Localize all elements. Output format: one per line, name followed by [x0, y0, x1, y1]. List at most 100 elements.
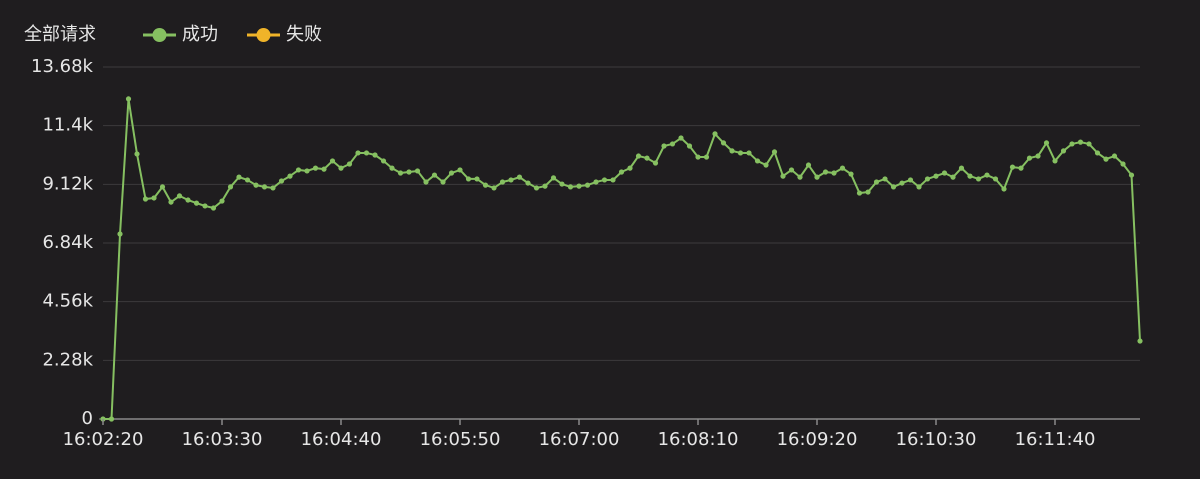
data-point — [321, 166, 327, 172]
data-point — [159, 184, 166, 190]
plot — [100, 96, 1143, 422]
data-point — [125, 96, 132, 102]
data-point — [593, 179, 599, 185]
data-point — [380, 158, 387, 164]
data-point — [797, 174, 803, 180]
data-point — [1128, 172, 1135, 178]
data-point — [967, 173, 973, 179]
data-point — [720, 140, 727, 146]
data-point — [882, 176, 888, 182]
legend-label: 失败 — [286, 24, 322, 45]
data-point — [848, 171, 854, 177]
data-point — [695, 154, 701, 160]
data-point — [440, 179, 446, 185]
data-point — [941, 170, 948, 176]
data-point — [601, 177, 608, 183]
data-point — [984, 172, 990, 178]
data-point — [1069, 141, 1075, 147]
data-point — [414, 168, 421, 174]
data-point — [1035, 153, 1041, 159]
data-point — [253, 182, 259, 188]
data-point — [831, 170, 837, 176]
data-point — [1018, 165, 1024, 171]
data-point — [822, 169, 829, 175]
data-point — [202, 203, 208, 209]
data-point — [397, 170, 404, 176]
data-point — [1026, 155, 1033, 161]
data-point — [108, 416, 115, 422]
data-point — [176, 193, 183, 199]
data-point — [559, 181, 565, 187]
x-tick-label: 16:08:10 — [658, 429, 739, 450]
data-point — [244, 177, 251, 183]
data-point — [278, 178, 285, 184]
data-point — [703, 154, 710, 160]
data-point — [372, 152, 378, 158]
legend-swatch-marker — [152, 28, 167, 42]
data-point — [924, 176, 931, 182]
data-point — [652, 160, 659, 166]
data-point — [712, 131, 718, 137]
data-point — [533, 185, 540, 191]
data-point — [448, 170, 455, 176]
data-point — [431, 172, 438, 178]
data-point — [788, 167, 795, 173]
data-point — [899, 180, 905, 186]
data-point — [627, 165, 633, 171]
x-tick-label: 16:10:30 — [896, 429, 977, 450]
data-point — [389, 165, 395, 171]
y-tick-label: 11.4k — [42, 115, 93, 136]
data-point — [1001, 186, 1007, 192]
data-point — [363, 150, 370, 156]
y-tick-label: 0 — [82, 408, 93, 429]
data-point — [805, 162, 812, 168]
data-point — [287, 173, 293, 179]
data-point — [1137, 338, 1143, 344]
data-point — [839, 165, 846, 171]
y-tick-label: 6.84k — [42, 232, 93, 253]
data-point — [890, 184, 897, 190]
data-point — [346, 161, 353, 167]
x-tick-label: 16:11:40 — [1015, 429, 1096, 450]
data-point — [117, 231, 123, 237]
data-point — [873, 179, 880, 185]
y-tick-label: 13.68k — [31, 56, 94, 77]
x-tick-label: 16:02:20 — [63, 429, 144, 450]
legend-title: 全部请求 — [24, 24, 96, 45]
data-point — [304, 168, 310, 174]
data-point — [950, 174, 956, 180]
data-point — [975, 176, 982, 182]
data-point — [474, 176, 480, 182]
data-point — [270, 185, 276, 191]
series-line — [103, 97, 1141, 420]
data-point — [338, 165, 344, 171]
data-point — [236, 174, 242, 180]
data-point — [261, 184, 268, 190]
data-point — [227, 184, 234, 190]
data-point — [814, 174, 820, 180]
data-point — [780, 173, 786, 179]
data-point — [465, 176, 472, 182]
data-point — [142, 196, 149, 202]
y-tick-label: 4.56k — [42, 291, 93, 312]
data-point — [355, 150, 361, 156]
data-point — [856, 190, 863, 196]
data-point — [151, 195, 157, 201]
data-point — [219, 198, 225, 204]
data-point — [644, 155, 650, 161]
data-point — [567, 184, 574, 190]
y-tick-label: 2.28k — [42, 349, 93, 370]
data-point — [746, 150, 752, 156]
x-tick-label: 16:03:30 — [182, 429, 263, 450]
data-point — [499, 179, 506, 185]
data-point — [210, 205, 217, 211]
data-point — [508, 177, 514, 183]
data-point — [610, 177, 616, 183]
data-point — [329, 158, 336, 164]
data-point — [134, 151, 140, 157]
data-point — [406, 169, 412, 175]
data-point — [1043, 140, 1050, 146]
data-point — [185, 197, 191, 203]
data-point — [771, 149, 778, 155]
